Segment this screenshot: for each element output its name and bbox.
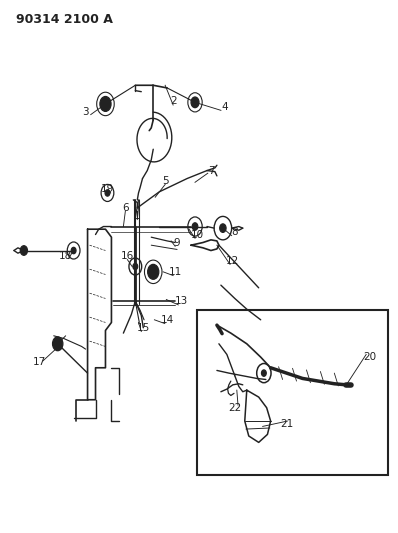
Text: 6: 6 xyxy=(122,203,129,213)
Text: 8: 8 xyxy=(232,227,238,237)
Circle shape xyxy=(192,223,198,230)
Text: 11: 11 xyxy=(168,267,182,277)
Circle shape xyxy=(133,263,138,270)
Text: 16: 16 xyxy=(121,251,134,261)
Text: 21: 21 xyxy=(280,419,293,429)
Circle shape xyxy=(20,246,27,255)
Circle shape xyxy=(105,190,110,196)
Circle shape xyxy=(261,370,266,376)
Text: 90314 2100 A: 90314 2100 A xyxy=(16,13,113,26)
Circle shape xyxy=(53,337,63,351)
Circle shape xyxy=(220,224,226,232)
Text: 12: 12 xyxy=(226,256,240,266)
Text: 22: 22 xyxy=(228,403,242,413)
Text: 18: 18 xyxy=(59,251,72,261)
Text: 14: 14 xyxy=(160,315,174,325)
Text: 9: 9 xyxy=(174,238,180,247)
Text: 19: 19 xyxy=(101,184,114,194)
Text: 7: 7 xyxy=(208,166,214,175)
Text: 20: 20 xyxy=(364,352,377,362)
Text: 10: 10 xyxy=(191,230,203,239)
Text: 1: 1 xyxy=(134,211,140,221)
Circle shape xyxy=(191,97,199,108)
Circle shape xyxy=(100,96,111,111)
Text: 2: 2 xyxy=(170,96,176,106)
Bar xyxy=(197,310,388,475)
Text: 5: 5 xyxy=(162,176,168,186)
Text: 13: 13 xyxy=(174,296,188,306)
Text: 17: 17 xyxy=(33,358,47,367)
Circle shape xyxy=(71,247,76,254)
Text: 15: 15 xyxy=(137,323,150,333)
Text: 3: 3 xyxy=(82,107,89,117)
Text: 4: 4 xyxy=(222,102,228,111)
Circle shape xyxy=(148,264,159,279)
